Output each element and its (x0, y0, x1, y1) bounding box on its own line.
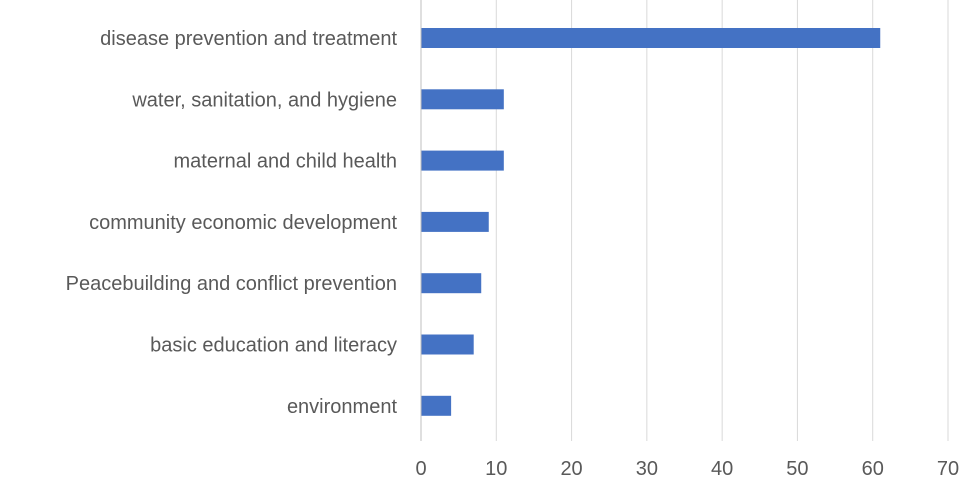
x-tick-labels: 0 10 20 30 40 50 60 70 (415, 458, 959, 480)
category-label: Peacebuilding and conflict prevention (66, 273, 397, 295)
bar (421, 89, 504, 110)
gridlines (495, 0, 949, 441)
category-label: environment (287, 396, 398, 418)
bar (421, 28, 881, 48)
bar (421, 211, 489, 232)
bar (421, 150, 504, 171)
category-label: community economic development (89, 212, 397, 234)
category-label: water, sanitation, and hygiene (131, 89, 397, 111)
x-tick-label: 20 (560, 458, 582, 480)
x-tick-label: 30 (636, 458, 658, 480)
x-tick-label: 60 (862, 458, 884, 480)
category-label: basic education and literacy (150, 335, 397, 357)
bar (421, 395, 452, 416)
x-tick-label: 10 (485, 458, 507, 480)
bar (421, 273, 482, 294)
category-label: maternal and child health (174, 151, 397, 173)
x-tick-label: 70 (937, 458, 959, 480)
bar (421, 334, 474, 355)
x-tick-label: 0 (415, 458, 426, 480)
x-tick-label: 50 (786, 458, 808, 480)
category-labels: disease prevention and treatment water, s… (66, 28, 398, 418)
bars (421, 28, 881, 416)
category-label: disease prevention and treatment (100, 28, 397, 50)
x-tick-label: 40 (711, 458, 733, 480)
